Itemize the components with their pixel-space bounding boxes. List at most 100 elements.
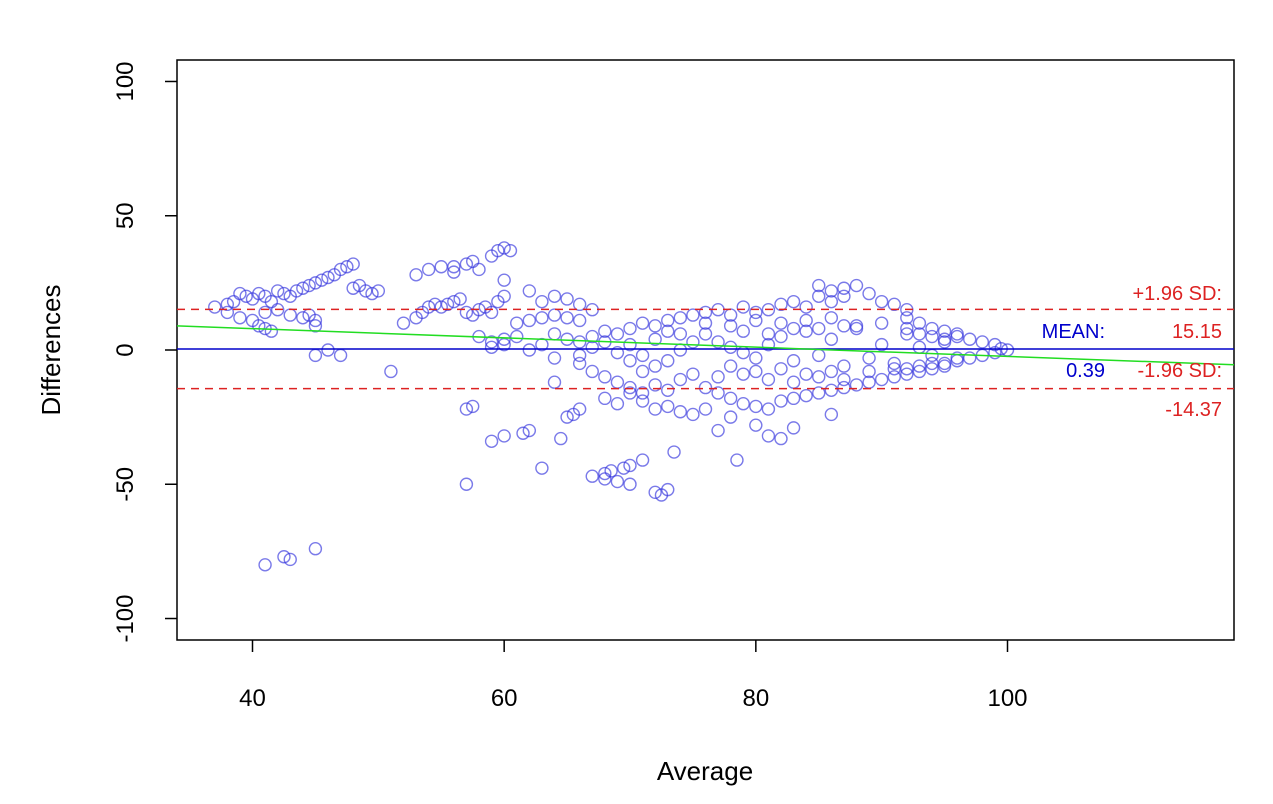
data-point [598, 391, 612, 406]
data-point [736, 397, 750, 411]
data-point [824, 364, 839, 379]
data-point [723, 340, 738, 355]
data-point [900, 311, 914, 325]
data-point [560, 311, 574, 325]
data-point [648, 402, 662, 416]
data-point [497, 289, 511, 303]
data-point [440, 297, 455, 312]
data-point [572, 402, 587, 416]
data-point [497, 273, 511, 287]
data-point [516, 426, 530, 440]
data-point [623, 321, 637, 336]
data-point [453, 292, 467, 306]
data-point [535, 311, 549, 325]
data-point [220, 297, 235, 312]
data-point [648, 332, 662, 346]
data-point [258, 558, 272, 572]
data-point [925, 329, 939, 344]
lower-limit-label: -1.96 SD: [1138, 360, 1222, 382]
data-point [585, 469, 599, 483]
data-point [661, 354, 675, 368]
data-point [434, 260, 448, 274]
data-point [535, 294, 549, 309]
data-point [472, 262, 486, 277]
data-point [761, 303, 776, 317]
data-point [761, 327, 776, 341]
data-point [365, 286, 379, 301]
data-point [673, 327, 688, 341]
lower-limit-value: -14.37 [1165, 399, 1222, 421]
data-point [459, 477, 474, 491]
data-point [346, 257, 360, 271]
x-tick-label: 100 [987, 685, 1027, 712]
data-point [459, 257, 474, 271]
data-point [447, 294, 461, 309]
data-point [749, 305, 763, 320]
data-point [585, 329, 599, 344]
data-point [635, 453, 650, 467]
data-point [264, 324, 279, 338]
data-point [673, 311, 688, 325]
data-point [730, 453, 744, 467]
data-point [736, 324, 750, 338]
data-point [849, 321, 864, 336]
data-point [258, 305, 272, 320]
mean-label: MEAN: [1042, 321, 1105, 343]
data-point [598, 324, 612, 338]
data-point [686, 367, 700, 381]
data-point [711, 386, 725, 400]
data-point [711, 370, 725, 384]
data-point [308, 319, 323, 333]
data-point [522, 284, 537, 298]
data-point [950, 329, 964, 344]
data-point [447, 265, 461, 279]
data-point [673, 372, 688, 387]
data-point [560, 332, 574, 346]
data-point [698, 316, 713, 330]
data-point [610, 375, 625, 389]
data-point [774, 394, 788, 408]
data-point [283, 308, 297, 322]
data-point [522, 343, 537, 357]
data-point [617, 461, 631, 475]
data-point [749, 418, 763, 432]
data-point [384, 364, 398, 379]
data-point [812, 278, 826, 293]
data-point [774, 431, 788, 446]
data-point [572, 348, 587, 363]
data-point [912, 359, 927, 373]
data-point [610, 327, 625, 341]
data-point [623, 354, 637, 368]
data-point [862, 364, 876, 379]
x-tick-label: 40 [239, 685, 266, 712]
data-point [686, 308, 700, 322]
data-point [786, 294, 801, 309]
data-point [673, 405, 688, 419]
x-tick-label: 60 [491, 685, 518, 712]
data-point [761, 372, 776, 387]
data-point [648, 359, 662, 373]
data-point [723, 391, 738, 406]
data-point [736, 367, 750, 381]
data-point [547, 289, 562, 303]
data-point [849, 378, 864, 392]
data-point [749, 399, 763, 414]
data-point [698, 327, 713, 341]
data-point [837, 372, 851, 387]
data-point [824, 332, 839, 346]
data-point [497, 241, 511, 255]
data-point [698, 305, 713, 320]
data-point [749, 313, 763, 328]
upper-limit-label: +1.96 SD: [1132, 283, 1222, 305]
data-point [522, 313, 537, 328]
data-point [912, 340, 927, 355]
data-point [510, 329, 524, 344]
data-point [572, 356, 587, 371]
y-axis-title: Differences [36, 284, 66, 415]
data-point [315, 273, 329, 287]
data-point [585, 364, 599, 379]
data-point [812, 386, 826, 400]
y-tick-label: 0 [112, 343, 139, 356]
data-point [648, 485, 662, 500]
